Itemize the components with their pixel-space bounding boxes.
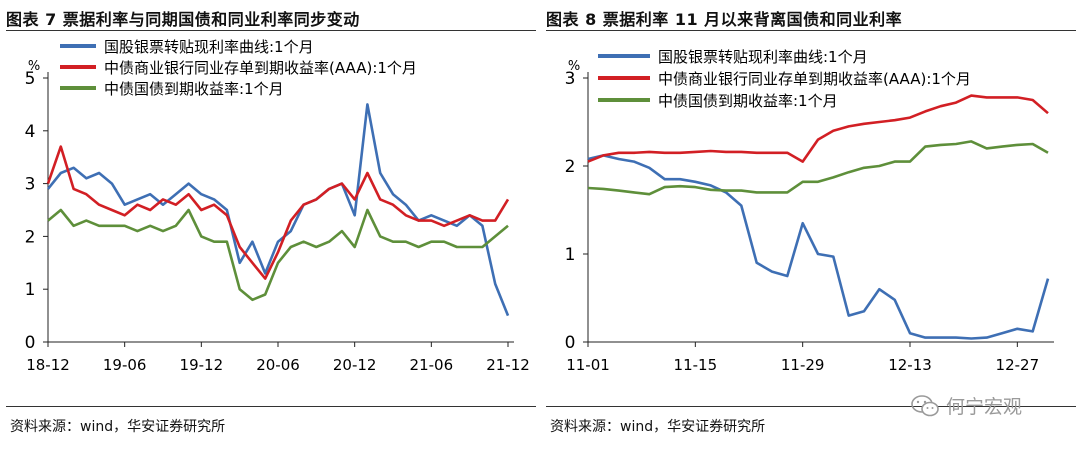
y-tick-label: 1 xyxy=(565,245,576,265)
x-tick-label: 18-12 xyxy=(26,356,70,374)
x-tick-label: 21-06 xyxy=(410,356,454,374)
x-tick-label: 12-27 xyxy=(996,356,1040,374)
legend-label-1: 国股银票转贴现利率曲线:1个月 xyxy=(658,48,868,66)
y-tick-label: 5 xyxy=(25,69,36,89)
y-axis-unit: % xyxy=(568,59,580,74)
y-tick-label: 4 xyxy=(25,122,36,142)
x-tick-label: 19-12 xyxy=(180,356,224,374)
y-tick-label: 3 xyxy=(565,69,576,89)
y-tick-label: 1 xyxy=(25,280,36,300)
y-tick-label: 0 xyxy=(565,333,576,353)
series-line-2 xyxy=(46,145,510,280)
legend-label-2: 中债商业银行同业存单到期收益率(AAA):1个月 xyxy=(104,59,417,77)
x-tick-label: 12-13 xyxy=(888,356,932,374)
chart-panel-right: 图表 8 票据利率 11 月以来背离国债和同业利率 % 0 1 2 3 11-01 11-1… xyxy=(540,0,1080,450)
series-line-1 xyxy=(587,154,1050,340)
y-tick-label: 2 xyxy=(25,227,36,247)
legend-label-3: 中债国债到期收益率:1个月 xyxy=(104,80,284,98)
source-note-right: 资料来源：wind，华安证券研究所 xyxy=(550,419,766,435)
y-tick-label: 3 xyxy=(25,175,36,195)
series-line-3 xyxy=(47,208,509,302)
title-rule-right xyxy=(546,30,1076,31)
line-chart-right: % 0 1 2 3 11-01 11-15 11-29 12-13 12-27 国股银票转贴现利率曲… xyxy=(565,48,1054,374)
series-line-1 xyxy=(46,103,510,317)
chart-title-left: 图表 7 票据利率与同期国债和同业利率同步变动 xyxy=(6,10,360,29)
watermark: 何宁宏观 xyxy=(910,392,1022,419)
source-rule-right xyxy=(546,406,1076,407)
y-tick-label: 2 xyxy=(565,157,576,177)
source-note-left: 资料来源：wind，华安证券研究所 xyxy=(10,419,226,435)
x-tick-label: 11-01 xyxy=(566,356,610,374)
chart-panel-left: 图表 7 票据利率与同期国债和同业利率同步变动 % 0 1 2 3 4 5 18-12 19-0… xyxy=(6,10,536,435)
x-tick-label: 21-12 xyxy=(486,356,530,374)
chart-title-right: 图表 8 票据利率 11 月以来背离国债和同业利率 xyxy=(546,10,903,29)
x-tick-label: 20-12 xyxy=(333,356,377,374)
x-tick-label: 19-06 xyxy=(103,356,147,374)
legend-label-2: 中债商业银行同业存单到期收益率(AAA):1个月 xyxy=(658,70,971,88)
wechat-icon xyxy=(911,394,939,416)
line-chart-left: % 0 1 2 3 4 5 18-12 19-06 19-12 20-06 20-12 21-06 21-… xyxy=(25,38,530,374)
legend-label-3: 中债国债到期收益率:1个月 xyxy=(658,92,838,110)
title-rule-left xyxy=(6,30,536,31)
x-tick-label: 20-06 xyxy=(256,356,300,374)
x-tick-label: 11-15 xyxy=(674,356,718,374)
y-axis-unit: % xyxy=(28,59,40,74)
source-rule-left xyxy=(6,406,536,407)
x-tick-label: 11-29 xyxy=(781,356,825,374)
legend-label-1: 国股银票转贴现利率曲线:1个月 xyxy=(104,38,314,56)
y-tick-label: 0 xyxy=(25,333,36,353)
watermark-text: 何宁宏观 xyxy=(946,396,1023,418)
series-line-3 xyxy=(587,140,1049,196)
series-line-2 xyxy=(587,94,1049,163)
